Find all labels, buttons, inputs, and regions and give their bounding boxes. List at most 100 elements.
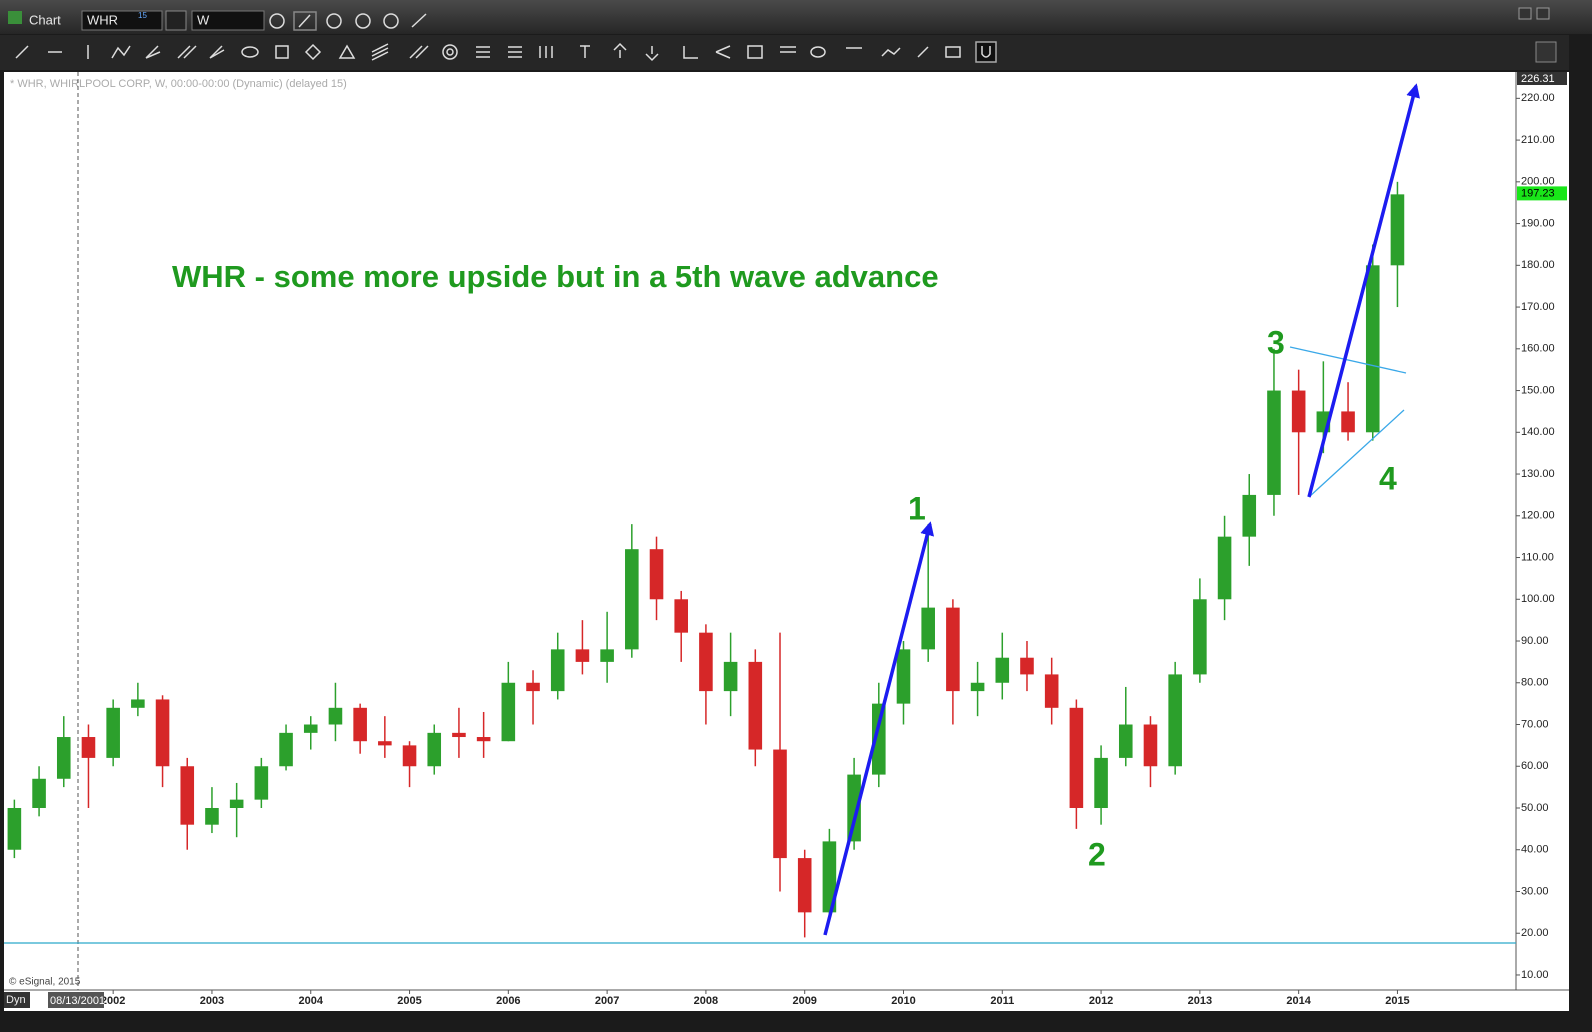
candle-body [106, 707, 120, 758]
candle-body [229, 799, 244, 808]
x-tick-label: 2015 [1385, 995, 1409, 1007]
y-tick-label: 60.00 [1521, 760, 1549, 772]
y-tick-label: 110.00 [1521, 551, 1554, 563]
chart-title: WHR - some more upside but in a 5th wave… [172, 259, 939, 294]
candle-body [180, 766, 195, 825]
candle-body [995, 657, 1010, 683]
candle-body [1217, 536, 1232, 600]
candle-body [575, 649, 590, 662]
candle-body [1168, 674, 1182, 767]
symbol: WHR [87, 12, 118, 27]
wave-arrow [1307, 83, 1420, 498]
candle-body [600, 649, 614, 662]
candle-body [81, 737, 96, 758]
y-tick-label: 100.00 [1521, 593, 1555, 605]
y-tick-label: 70.00 [1521, 718, 1549, 730]
settings-button[interactable] [1535, 41, 1557, 63]
link-button[interactable] [165, 10, 187, 31]
wave-arrow [823, 521, 935, 936]
y-tick-label: 220.00 [1521, 92, 1555, 104]
close-button[interactable] [1536, 7, 1550, 20]
candle-body [1291, 390, 1306, 433]
candle-body [353, 707, 367, 742]
x-tick-label: 2002 [101, 995, 125, 1007]
last-price-box [1517, 186, 1567, 201]
x-tick-label: 2003 [200, 995, 224, 1007]
x-tick-label: 2004 [299, 995, 324, 1007]
window-title: Chart [29, 12, 61, 27]
candle-body [378, 741, 392, 746]
wave-label: 3 [1267, 324, 1285, 360]
wave-label: 4 [1379, 460, 1397, 496]
candle-body [550, 649, 565, 692]
y-tick-label: 90.00 [1521, 635, 1549, 647]
candle-body [476, 737, 491, 742]
candle-body [501, 682, 516, 742]
y-tick-label: 50.00 [1521, 802, 1549, 814]
chart-background [4, 72, 1569, 1011]
interval-input[interactable] [191, 10, 265, 31]
candle-body [56, 737, 71, 779]
candle-body [427, 732, 442, 767]
y-tick-label: 130.00 [1521, 468, 1555, 480]
candle-body [699, 632, 713, 692]
chart-legend: * WHR, WHIRLPOOL CORP, W, 00:00-00:00 (D… [10, 78, 347, 90]
candle-body [748, 661, 763, 750]
x-tick-label: 2006 [496, 995, 520, 1007]
y-tick-label: 160.00 [1521, 343, 1555, 355]
cursor-date-box [48, 992, 104, 1008]
candle-body [303, 724, 318, 733]
title-bar [0, 0, 1592, 34]
candle-body [847, 774, 861, 842]
trend-line [1289, 346, 1407, 374]
drawing-tools[interactable] [15, 41, 997, 63]
x-tick-label: 2005 [397, 995, 421, 1007]
frame-right [1569, 34, 1592, 1032]
axis-top-label: 226.31 [1521, 73, 1555, 85]
candle-body [723, 661, 738, 692]
candle-body [921, 607, 935, 650]
candle-body [1193, 599, 1207, 675]
candle-body [1020, 657, 1034, 675]
restore-button[interactable] [1518, 7, 1532, 20]
x-tick-label: 2013 [1188, 995, 1212, 1007]
mode-box[interactable] [4, 992, 30, 1008]
x-tick-label: 2008 [694, 995, 718, 1007]
x-tick-label: 2011 [990, 995, 1014, 1007]
candle-body [872, 703, 886, 775]
x-tick-label: 2010 [891, 995, 915, 1007]
trend-line [1308, 409, 1405, 498]
y-tick-label: 10.00 [1521, 969, 1549, 981]
candle-body [1242, 494, 1257, 537]
candle-body [328, 707, 343, 725]
cursor-date: 08/13/2001 [50, 995, 105, 1007]
app-icon [8, 11, 22, 24]
wave-label: 1 [908, 490, 926, 526]
y-tick-label: 190.00 [1521, 217, 1555, 229]
frame-bottom [0, 1011, 1592, 1032]
candle-body [1118, 724, 1133, 758]
y-tick-label: 30.00 [1521, 885, 1549, 897]
y-tick-label: 180.00 [1521, 259, 1555, 271]
candle-body [896, 649, 911, 704]
candle-body [254, 766, 269, 800]
candle-body [946, 607, 960, 692]
last-price-label: 197.23 [1521, 187, 1555, 199]
x-tick-label: 2007 [595, 995, 619, 1007]
candle-body [1267, 390, 1281, 495]
symbol-badge: 15 [138, 11, 147, 20]
symbol-input[interactable] [81, 10, 163, 31]
candle-body [131, 699, 145, 708]
candle-body [155, 699, 170, 767]
y-tick-label: 120.00 [1521, 510, 1555, 522]
candle-body [32, 778, 46, 808]
candle-body [674, 599, 689, 633]
copyright: © eSignal, 2015 [9, 977, 81, 988]
x-tick-label: 2009 [792, 995, 816, 1007]
y-tick-label: 40.00 [1521, 844, 1549, 856]
candle-body [1143, 724, 1158, 767]
y-tick-label: 140.00 [1521, 426, 1555, 438]
candle-body [279, 732, 293, 767]
